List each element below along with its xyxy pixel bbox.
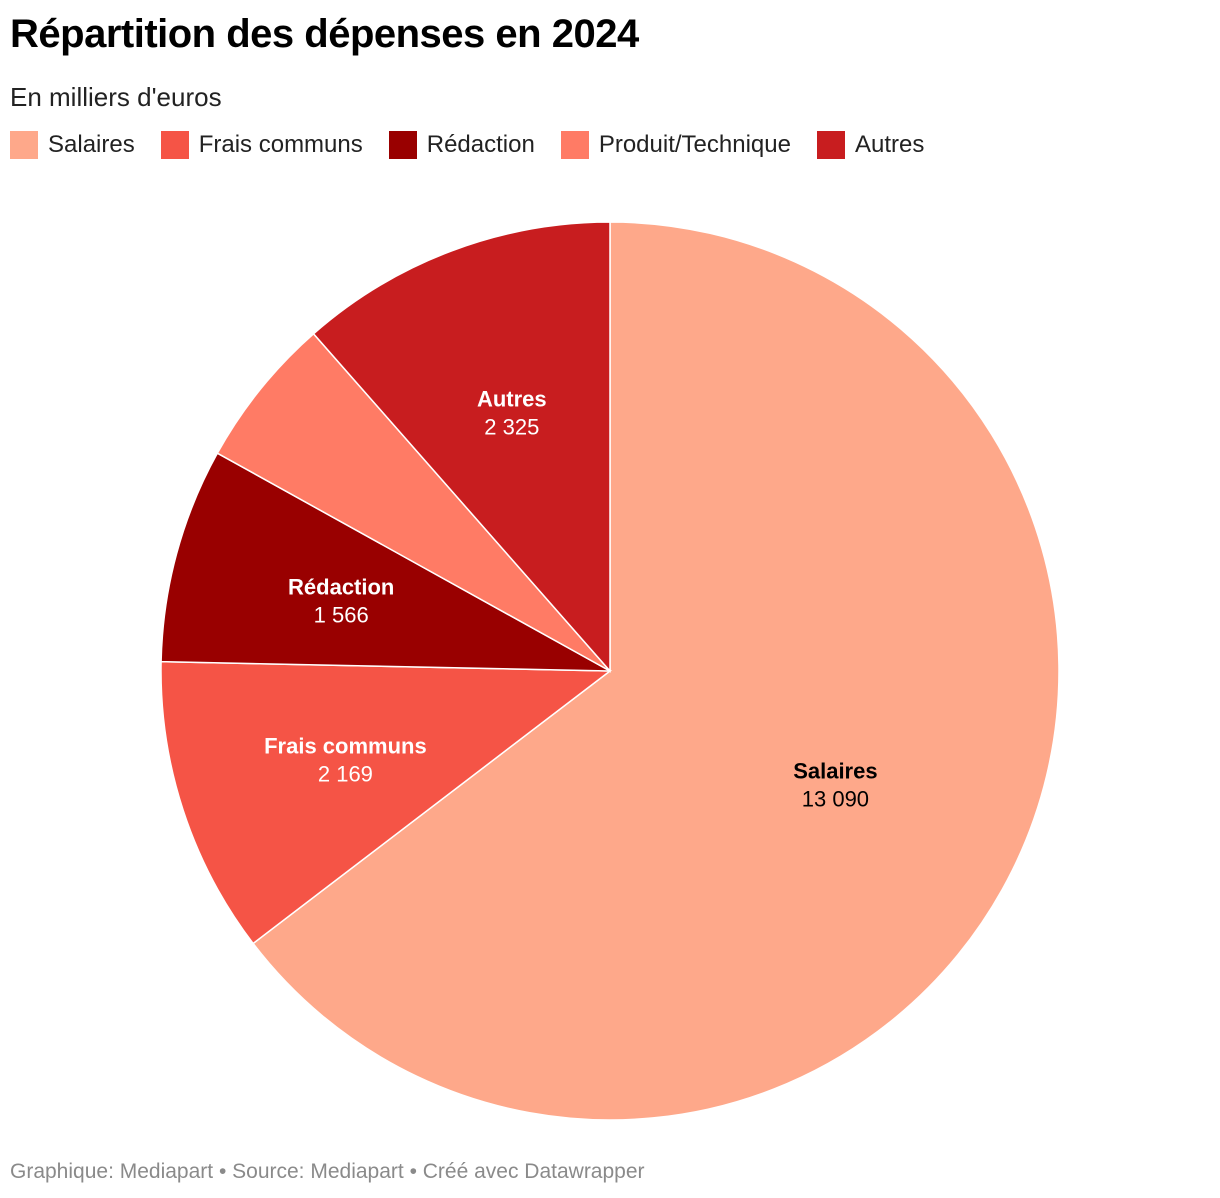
legend: Salaires Frais communs Rédaction Produit… — [10, 131, 950, 159]
pie-slices — [160, 221, 1060, 1121]
legend-swatch — [10, 131, 38, 159]
pie-labels: Salaires 13 090 Frais communs 2 169 Rédactio… — [264, 387, 878, 812]
pie-slice-redaction — [160, 452, 611, 672]
slice-label-value: 2 325 — [484, 415, 539, 440]
legend-swatch — [816, 131, 845, 159]
legend-swatch — [388, 131, 417, 159]
pie-slice-frais-communs — [160, 660, 613, 945]
legend-item-salaires: Salaires — [10, 131, 135, 159]
legend-label: Rédaction — [426, 131, 535, 158]
chart-title: Répartition des dépenses en 2024 — [10, 12, 639, 56]
slice-label-value: 2 169 — [318, 761, 373, 786]
slice-label-value: 1 566 — [314, 602, 369, 627]
legend-item-frais-communs: Frais communs — [160, 131, 363, 159]
pie-slice-autres — [312, 221, 611, 673]
legend-label: Frais communs — [198, 131, 363, 158]
slice-label-name: Rédaction — [288, 574, 394, 599]
chart-subtitle: En milliers d'euros — [10, 82, 222, 112]
chart-footer: Graphique: Mediapart • Source: Mediapart… — [10, 1160, 645, 1183]
pie-slice-salaires — [252, 221, 1060, 1121]
legend-item-produit-technique: Produit/Technique — [560, 131, 791, 159]
pie-slice-produit-technique — [216, 332, 611, 672]
legend-swatch — [560, 131, 589, 159]
legend-swatch — [160, 131, 189, 159]
legend-item-autres: Autres — [816, 131, 925, 159]
legend-label: Salaires — [48, 131, 135, 158]
legend-label: Autres — [854, 131, 925, 158]
slice-label-name: Autres — [477, 387, 547, 412]
slice-label-name: Salaires — [793, 759, 877, 784]
legend-item-redaction: Rédaction — [388, 131, 535, 159]
slice-label-name: Frais communs — [264, 733, 427, 758]
slice-label-value: 13 090 — [802, 787, 869, 812]
legend-label: Produit/Technique — [598, 131, 791, 158]
